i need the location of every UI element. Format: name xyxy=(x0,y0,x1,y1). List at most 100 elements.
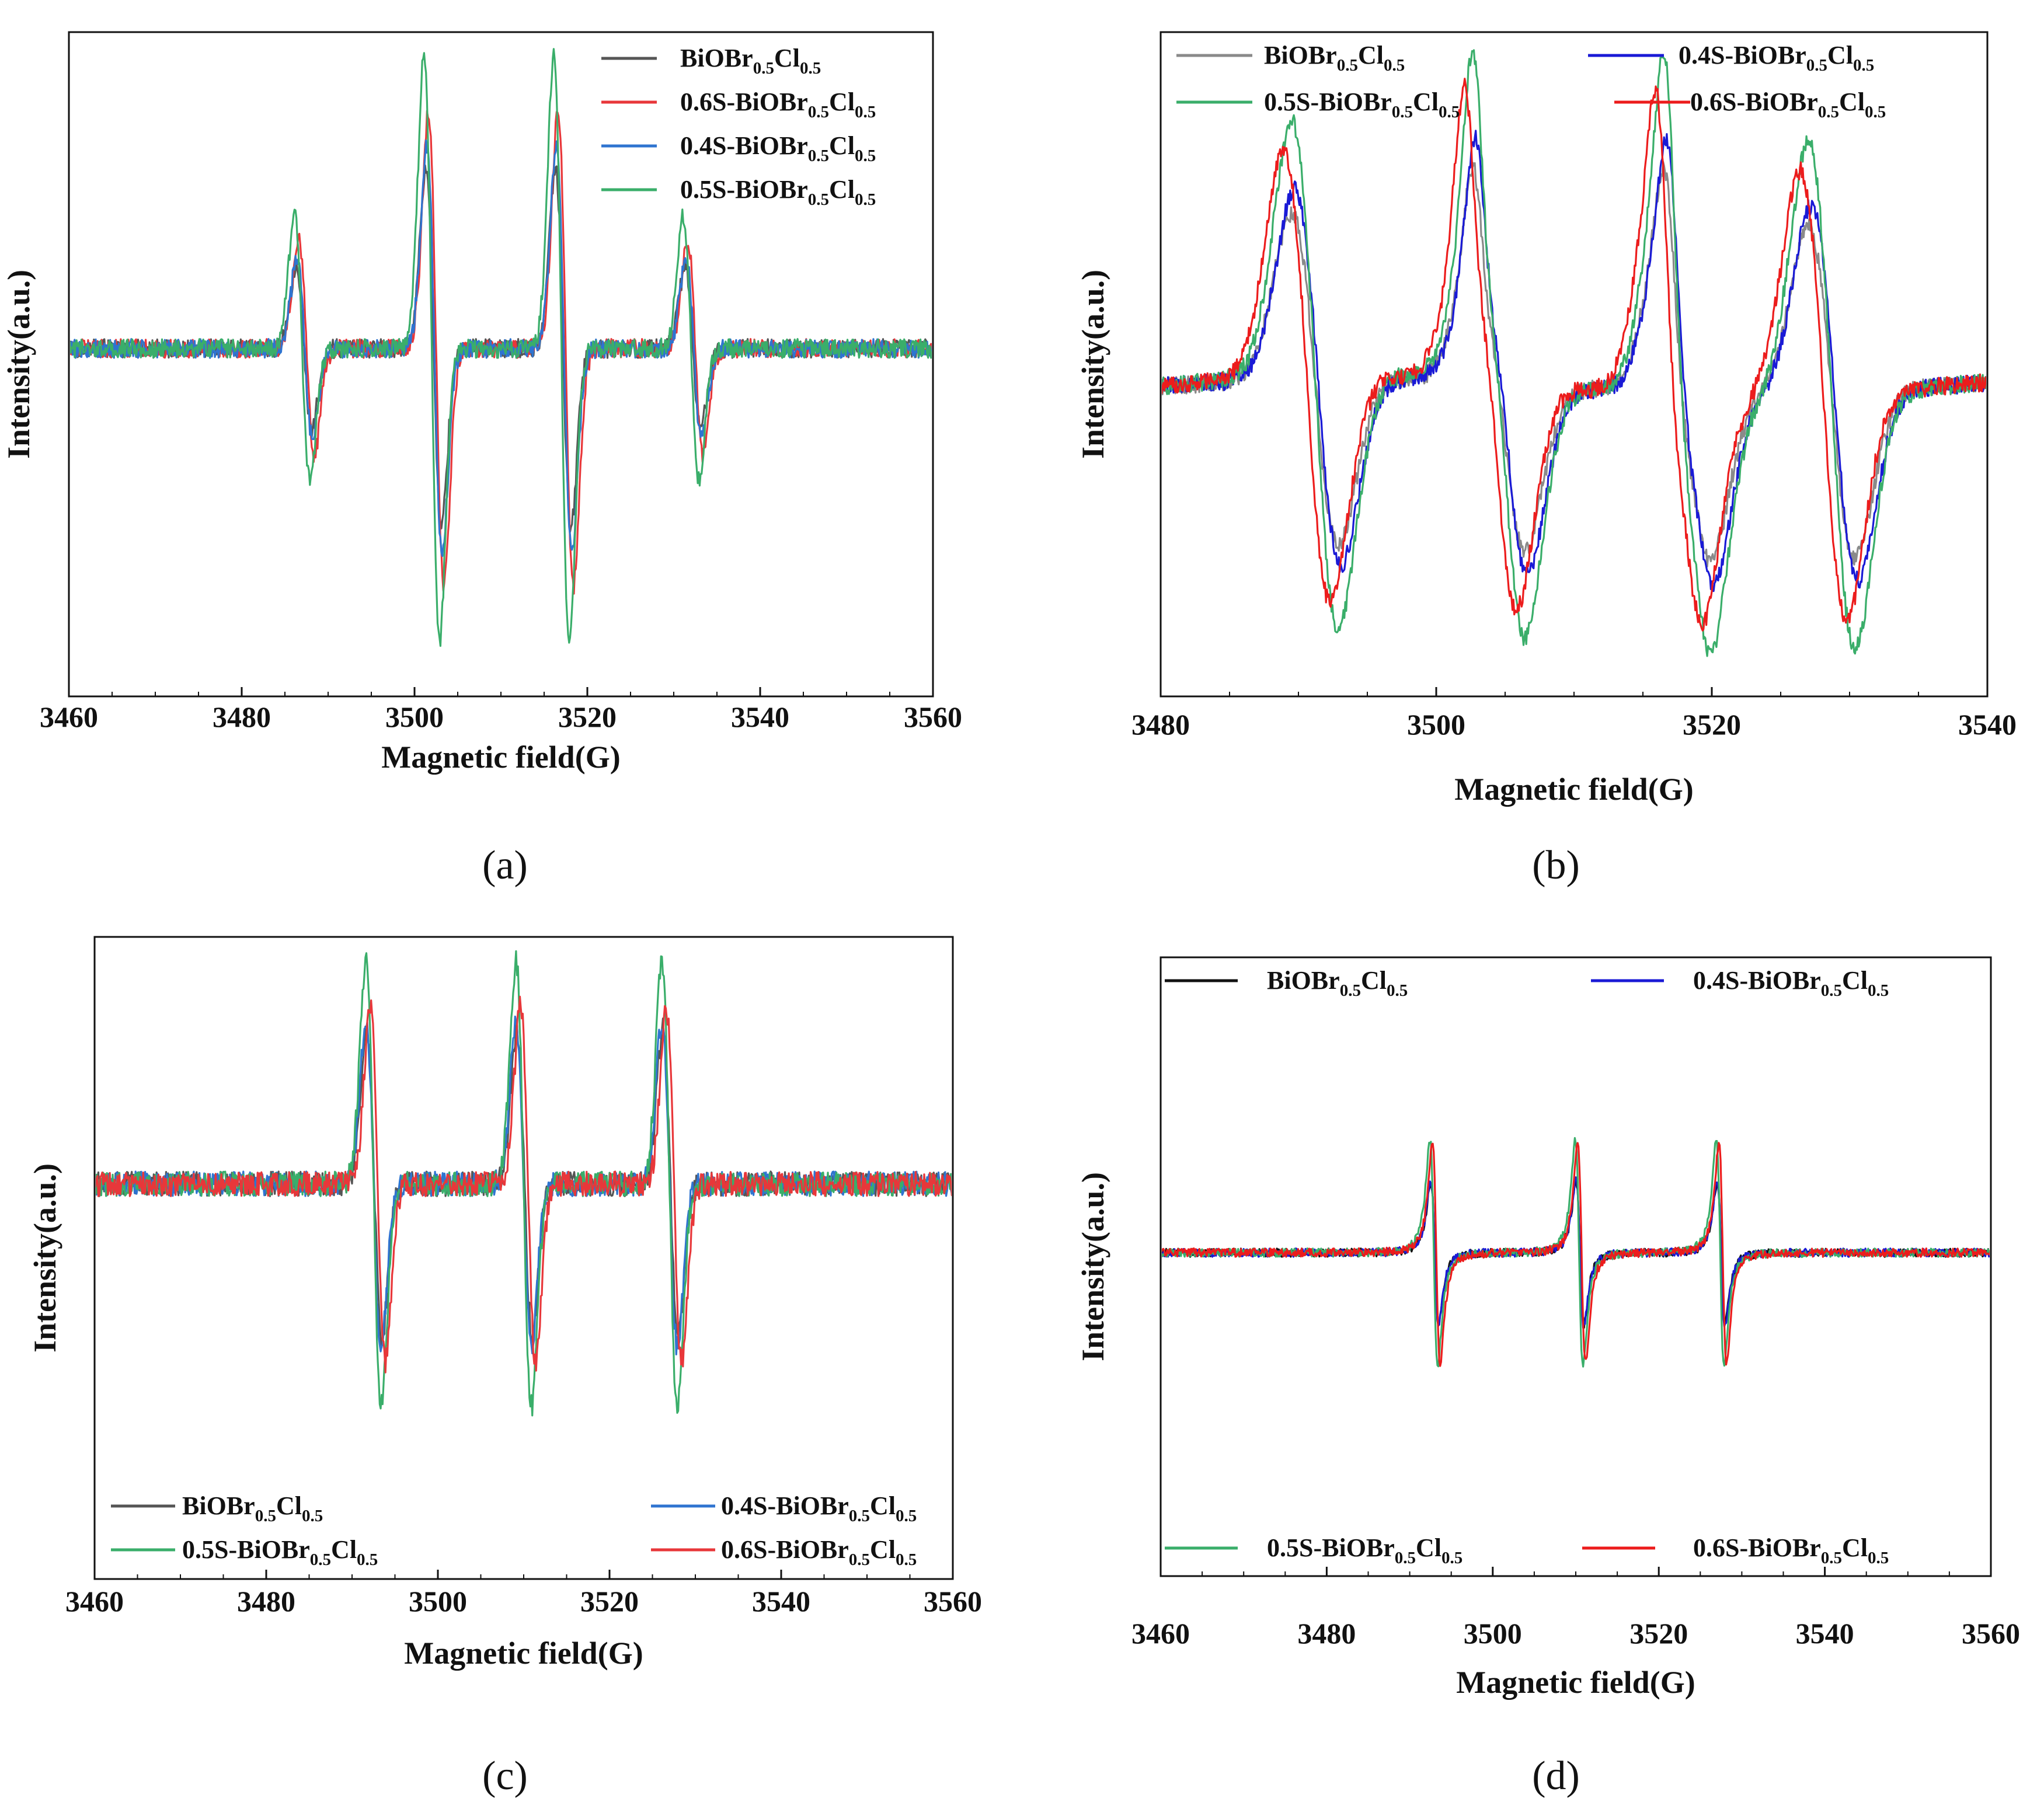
x-tick-label: 3500 xyxy=(385,700,444,733)
legend-label-sub: 0.5 xyxy=(1387,981,1408,1000)
x-tick-label: 3460 xyxy=(40,700,98,733)
traces xyxy=(70,48,932,647)
panel-a: 3460 3480 3500 3520 3540 3560 Magnetic field(G… xyxy=(1,31,962,888)
x-tick-label: 3540 xyxy=(1796,1617,1854,1650)
legend-label-main: BiOBr xyxy=(182,1491,255,1520)
legend-label-main: 0.5S-BiOBr xyxy=(680,175,808,204)
y-axis-label: Intensity(a.u.) xyxy=(27,1163,62,1353)
x-tick-label: 3480 xyxy=(1297,1617,1356,1650)
series-line xyxy=(96,995,952,1374)
legend-label-sub: 0.5 xyxy=(808,103,829,121)
x-tick-label: 3560 xyxy=(924,1585,982,1618)
legend-label-sub: 0.5 xyxy=(800,59,821,78)
legend-label-sub: 0.5 xyxy=(1865,103,1886,121)
panel-caption: (b) xyxy=(1532,843,1580,888)
legend-label: 0.6S-BiOBr0.5Cl0.5 xyxy=(1690,88,1886,121)
x-tick-label: 3520 xyxy=(558,700,617,733)
legend-label: BiOBr0.5Cl0.5 xyxy=(1267,966,1408,1000)
x-tick-label: 3500 xyxy=(409,1585,467,1618)
traces xyxy=(96,950,952,1417)
legend-label-sub: 0.5 xyxy=(855,190,876,209)
x-tick-label: 3540 xyxy=(1958,708,2017,741)
legend-label-main: 0.6S-BiOBr xyxy=(1690,88,1818,116)
x-axis-label: Magnetic field(G) xyxy=(381,740,620,775)
legend-label: 0.4S-BiOBr0.5Cl0.5 xyxy=(721,1491,917,1525)
legend-label-sub: 0.5 xyxy=(753,59,774,78)
legend-label-main: 0.6S-BiOBr xyxy=(721,1535,849,1564)
legend-label-main: 0.5S-BiOBr xyxy=(1267,1533,1395,1562)
legend-label-main: BiOBr xyxy=(1267,966,1340,995)
legend-label-sub: 0.5 xyxy=(855,103,876,121)
legend-label-mid: Cl xyxy=(829,175,855,204)
x-axis-label: Magnetic field(G) xyxy=(404,1636,643,1671)
legend-label-mid: Cl xyxy=(1827,41,1853,69)
legend-label-mid: Cl xyxy=(1413,88,1439,116)
legend-label-mid: Cl xyxy=(829,131,855,160)
panel-caption: (c) xyxy=(482,1754,528,1798)
legend-label: 0.4S-BiOBr0.5Cl0.5 xyxy=(1693,966,1889,1000)
x-tick-label: 3500 xyxy=(1407,708,1465,741)
legend-label-main: 0.4S-BiOBr xyxy=(680,131,808,160)
x-tick-label: 3480 xyxy=(237,1585,295,1618)
legend-label-mid: Cl xyxy=(1842,966,1868,995)
legend-label-sub: 0.5 xyxy=(357,1550,378,1569)
legend-label-sub: 0.5 xyxy=(1392,103,1413,121)
x-tick-label: 3540 xyxy=(752,1585,810,1618)
legend: BiOBr0.5Cl0.50.5S-BiOBr0.5Cl0.50.4S-BiOB… xyxy=(111,1491,917,1569)
legend-label-sub: 0.5 xyxy=(1821,1549,1842,1567)
x-axis-label: Magnetic field(G) xyxy=(1456,1665,1695,1700)
plot-frame xyxy=(1159,956,1992,1577)
legend-label-sub: 0.5 xyxy=(1340,981,1361,1000)
legend-label-sub: 0.5 xyxy=(1439,103,1460,121)
legend-label-sub: 0.5 xyxy=(302,1507,323,1525)
legend-label: 0.5S-BiOBr0.5Cl0.5 xyxy=(182,1535,378,1569)
legend-label: 0.6S-BiOBr0.5Cl0.5 xyxy=(680,88,876,121)
legend-label-mid: Cl xyxy=(1358,41,1384,69)
series-line xyxy=(1162,1142,1990,1367)
x-tick-label: 3480 xyxy=(1131,708,1190,741)
panel-b: 3480 3500 3520 3540 Magnetic field(G) Intensi… xyxy=(1075,31,2017,888)
legend-label-sub: 0.5 xyxy=(849,1550,870,1569)
panel-d: 3460 3480 3500 3520 3540 3560 Magnetic field(G… xyxy=(1075,956,2020,1798)
series-line xyxy=(96,950,952,1417)
legend-label-main: 0.6S-BiOBr xyxy=(1693,1533,1821,1562)
x-tick-label: 3460 xyxy=(1131,1617,1190,1650)
series-line xyxy=(70,48,932,647)
legend-label-main: 0.5S-BiOBr xyxy=(1264,88,1392,116)
legend-label-sub: 0.5 xyxy=(1818,103,1839,121)
legend-label-sub: 0.5 xyxy=(855,147,876,165)
legend-label-main: 0.6S-BiOBr xyxy=(680,88,808,116)
legend-label-main: 0.5S-BiOBr xyxy=(182,1535,310,1564)
legend-label-sub: 0.5 xyxy=(1337,56,1358,75)
y-axis-label: Intensity(a.u.) xyxy=(1075,270,1110,459)
x-tick-label: 3520 xyxy=(580,1585,639,1618)
legend-label-sub: 0.5 xyxy=(1853,56,1874,75)
legend-label-sub: 0.5 xyxy=(1868,981,1889,1000)
legend-label: BiOBr0.5Cl0.5 xyxy=(182,1491,323,1525)
legend-label-sub: 0.5 xyxy=(255,1507,276,1525)
traces xyxy=(1162,1137,1990,1368)
legend: BiOBr0.5Cl0.50.5S-BiOBr0.5Cl0.50.4S-BiOB… xyxy=(1176,41,1886,121)
legend-label-mid: Cl xyxy=(774,44,800,72)
legend-label-sub: 0.5 xyxy=(1868,1549,1889,1567)
legend-label-mid: Cl xyxy=(1842,1533,1868,1562)
x-tick-label: 3520 xyxy=(1683,708,1741,741)
legend: BiOBr0.5Cl0.50.6S-BiOBr0.5Cl0.50.4S-BiOB… xyxy=(601,44,876,209)
legend-label-main: 0.4S-BiOBr xyxy=(1693,966,1821,995)
legend-label: 0.6S-BiOBr0.5Cl0.5 xyxy=(1693,1533,1889,1567)
legend-label: 0.4S-BiOBr0.5Cl0.5 xyxy=(1679,41,1874,75)
panel-c: 3460 3480 3500 3520 3540 3560 Magnetic field(G… xyxy=(27,936,982,1798)
legend-label-mid: Cl xyxy=(331,1535,357,1564)
legend-label-mid: Cl xyxy=(1361,966,1387,995)
legend-label: 0.5S-BiOBr0.5Cl0.5 xyxy=(680,175,876,209)
legend-label-main: BiOBr xyxy=(1264,41,1337,69)
x-tick-label: 3560 xyxy=(1962,1617,2020,1650)
x-tick-label: 3520 xyxy=(1629,1617,1688,1650)
legend-label-mid: Cl xyxy=(1839,88,1865,116)
legend-label-sub: 0.5 xyxy=(896,1507,917,1525)
legend-label-sub: 0.5 xyxy=(1441,1549,1463,1567)
legend-label-sub: 0.5 xyxy=(808,147,829,165)
legend-label: 0.4S-BiOBr0.5Cl0.5 xyxy=(680,131,876,165)
legend-label: 0.6S-BiOBr0.5Cl0.5 xyxy=(721,1535,917,1569)
